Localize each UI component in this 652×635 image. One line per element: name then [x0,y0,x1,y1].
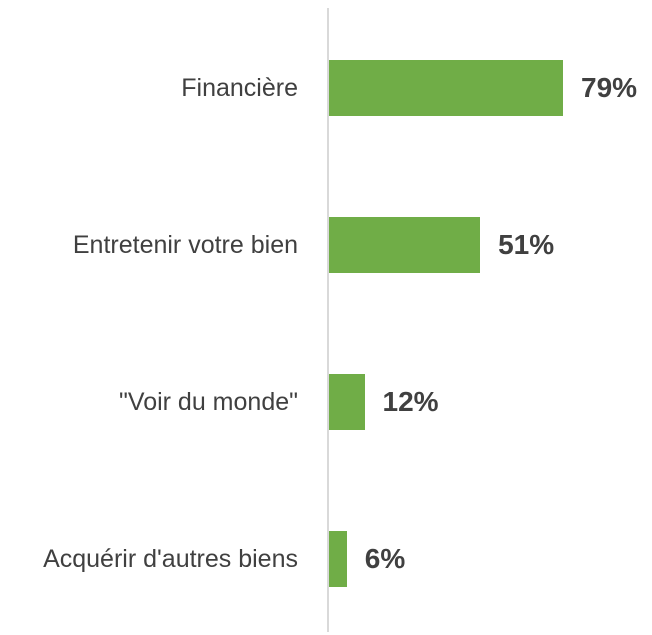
bar [329,60,563,116]
value-label: 6% [364,543,406,574]
bar [329,374,365,430]
axis-line [327,8,329,632]
bar [329,531,347,587]
value-label: 51% [498,229,555,260]
bar [329,217,481,273]
category-label: Entretenir votre bien [72,231,298,259]
category-label: Financière [181,74,298,102]
category-label: "Voir du monde" [119,388,298,416]
category-label: Acquérir d'autres biens [43,545,298,573]
value-label: 79% [581,72,638,103]
value-label: 12% [382,386,439,417]
